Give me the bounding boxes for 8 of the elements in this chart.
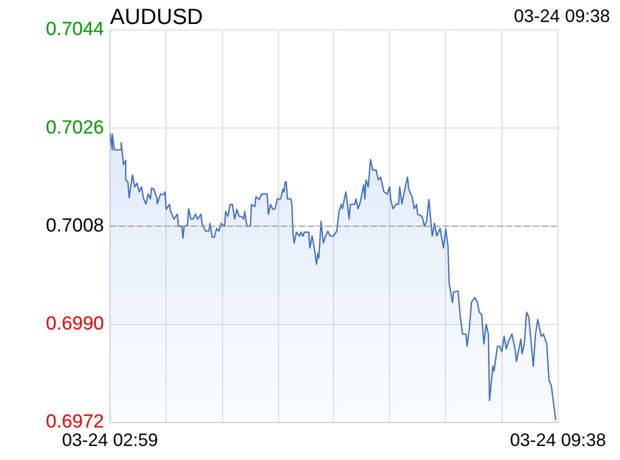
chart-title: AUDUSD: [110, 4, 203, 30]
y-tick-label: 0.7044: [46, 19, 104, 40]
x-tick-label: 03-24 02:59: [62, 430, 158, 450]
y-tick-label: 0.6972: [46, 412, 104, 433]
y-tick-label: 0.7008: [46, 215, 104, 236]
y-tick-label: 0.7026: [46, 117, 104, 138]
chart-subtitle: 03-24 09:38: [514, 6, 610, 27]
y-tick-label: 0.6990: [46, 314, 104, 335]
